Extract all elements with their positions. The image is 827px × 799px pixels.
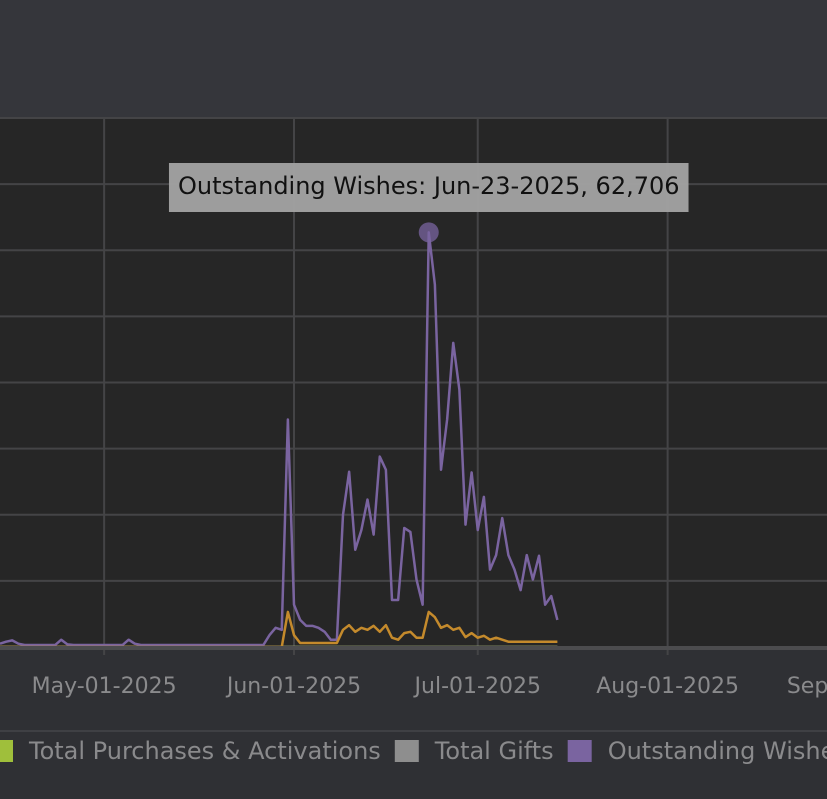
legend-label: Total Gifts (434, 737, 554, 765)
x-tick-label: Sep-01-2025 (787, 674, 827, 699)
legend: Total Purchases & Activations Total Gifts… (0, 737, 827, 765)
legend-swatch (0, 740, 13, 762)
top-panel (0, 0, 827, 118)
legend-swatch (394, 740, 419, 762)
x-tick-label: Jun-01-2025 (225, 674, 361, 699)
tooltip-box (168, 163, 689, 212)
tooltip: Outstanding Wishes: Jun-23-2025, 62,706 (168, 163, 689, 243)
legend-swatch (567, 740, 592, 762)
series-line (0, 231, 559, 647)
ticks: May-01-2025 Jun-01-2025 Jul-01-2025 Aug-01-… (32, 674, 827, 699)
highlight-point (418, 222, 439, 243)
x-tick-label: Aug-01-2025 (596, 674, 739, 699)
x-tick-label: Jul-01-2025 (413, 674, 541, 699)
legend-label: Outstanding Wishes (608, 737, 827, 765)
axis-panel (0, 649, 827, 799)
x-tick-label: May-01-2025 (32, 674, 177, 699)
legend-label: Total Purchases & Activations (28, 737, 381, 765)
tooltip-text: Outstanding Wishes: Jun-23-2025, 62,706 (178, 172, 680, 200)
